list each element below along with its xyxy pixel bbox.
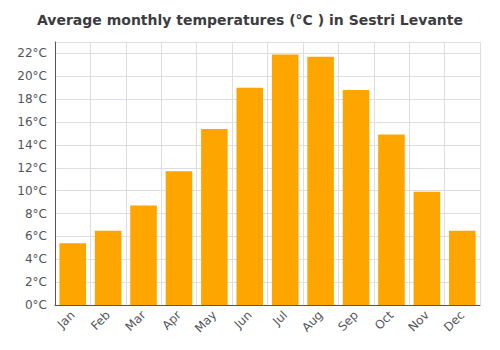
svg-text:Feb: Feb: [88, 308, 113, 333]
svg-text:Jul: Jul: [269, 308, 290, 329]
svg-text:16°C: 16°C: [17, 115, 47, 129]
svg-text:4°C: 4°C: [25, 252, 47, 266]
svg-text:22°C: 22°C: [17, 46, 47, 60]
svg-text:Sep: Sep: [335, 308, 361, 334]
svg-text:Jan: Jan: [54, 308, 78, 332]
svg-text:May: May: [192, 308, 219, 335]
svg-text:6°C: 6°C: [25, 229, 47, 243]
svg-text:8°C: 8°C: [25, 207, 47, 221]
svg-text:Aug: Aug: [299, 308, 325, 334]
svg-text:Mar: Mar: [123, 308, 149, 334]
svg-text:20°C: 20°C: [17, 69, 47, 83]
svg-text:Jun: Jun: [231, 308, 255, 332]
svg-text:Nov: Nov: [405, 308, 431, 334]
svg-text:Average monthly temperatures (: Average monthly temperatures (°C ) in Se…: [37, 12, 463, 28]
svg-text:Oct: Oct: [372, 308, 397, 333]
svg-text:12°C: 12°C: [17, 161, 47, 175]
svg-text:Dec: Dec: [441, 308, 467, 334]
svg-text:14°C: 14°C: [17, 138, 47, 152]
svg-text:2°C: 2°C: [25, 275, 47, 289]
svg-text:18°C: 18°C: [17, 92, 47, 106]
svg-text:10°C: 10°C: [17, 184, 47, 198]
svg-text:0°C: 0°C: [25, 298, 47, 312]
svg-text:Apr: Apr: [159, 308, 184, 333]
